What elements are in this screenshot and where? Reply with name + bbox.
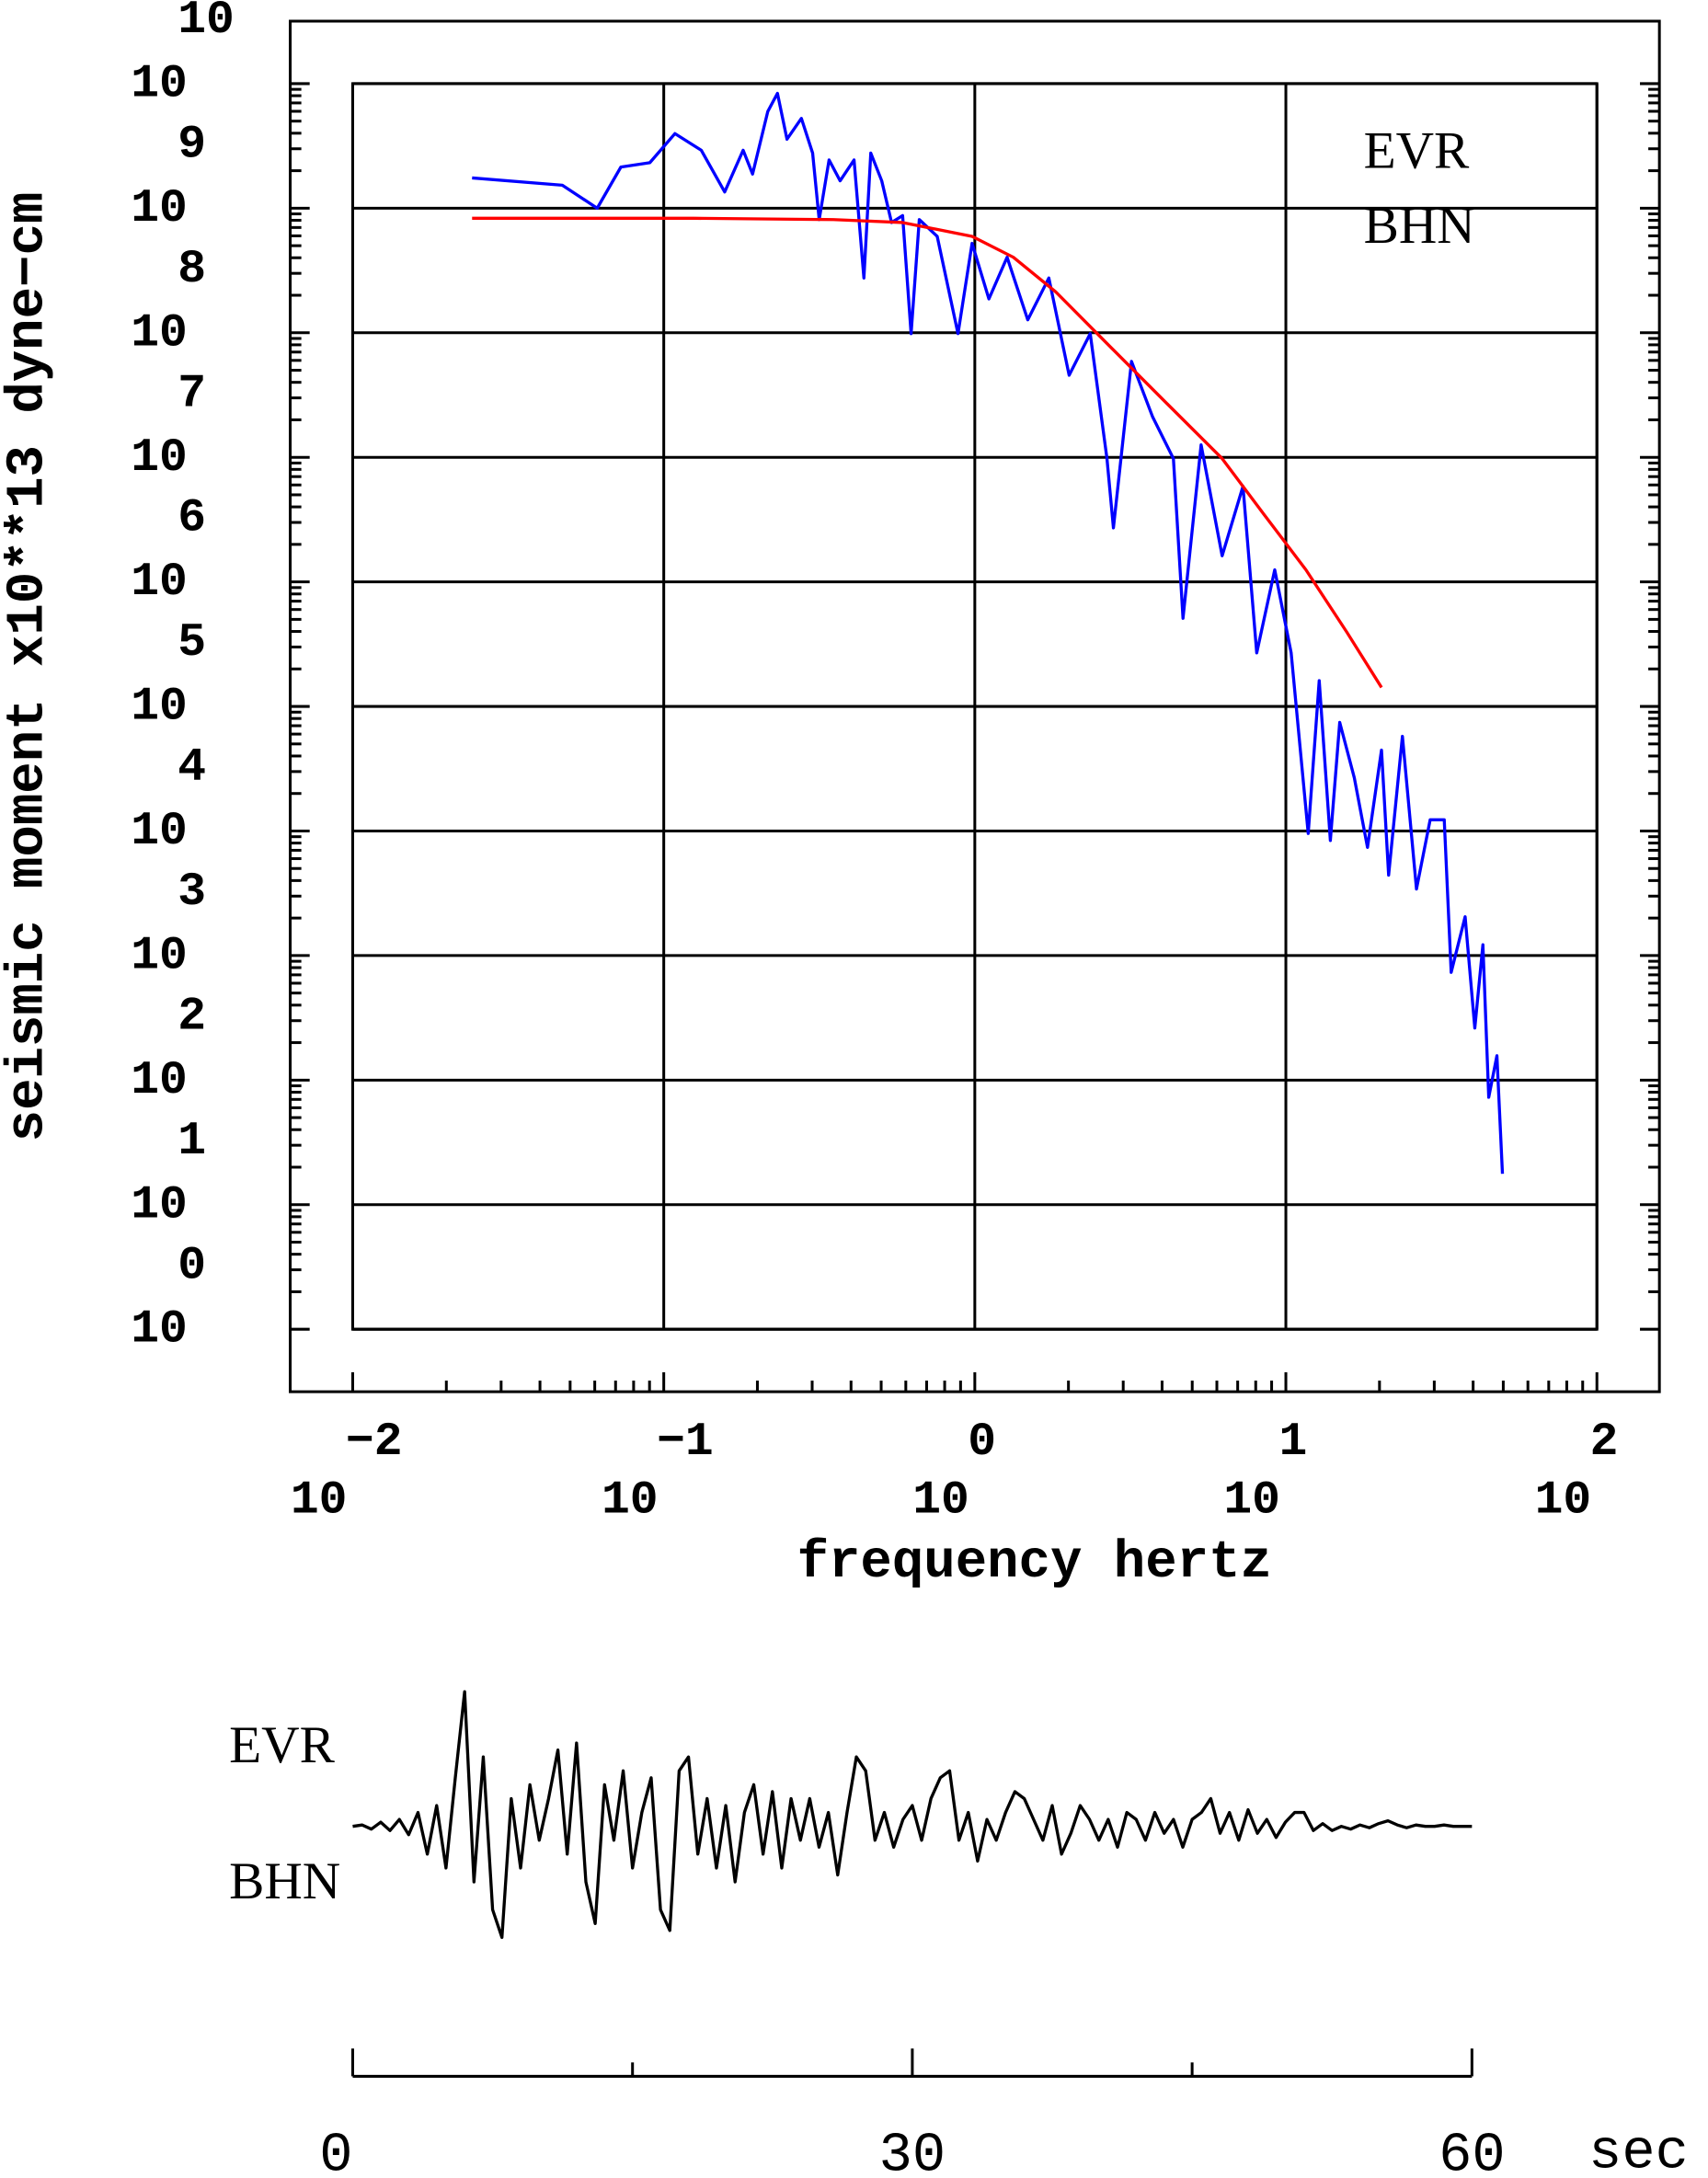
y-tick-exponent: 3	[178, 865, 206, 919]
y-tick-label: 10	[131, 556, 188, 609]
x-unit: sec	[1588, 2122, 1689, 2178]
annotation: EVR	[229, 1716, 335, 1774]
y-tick-label: 10	[131, 182, 188, 235]
y-axis-label: seismic moment x10**13 dyne−cm	[0, 192, 58, 1142]
y-tick-exponent: 2	[178, 990, 206, 1043]
x-tick-label: 10	[602, 1473, 659, 1527]
y-tick-exponent: 5	[178, 616, 206, 670]
y-tick-exponent: 0	[178, 1239, 206, 1292]
x-tick-exponent: −2	[346, 1416, 403, 1469]
y-tick-label: 10	[131, 57, 188, 110]
x-tick-label: 10	[1535, 1473, 1592, 1527]
x-tick-exponent: −1	[657, 1416, 714, 1469]
y-tick-exponent: 10	[178, 0, 235, 47]
y-tick-label: 10	[131, 1054, 188, 1107]
y-tick-exponent: 6	[178, 492, 206, 545]
x-tick-exponent: 1	[1278, 1416, 1307, 1469]
x-tick-label: 60	[1439, 2125, 1505, 2178]
x-tick-exponent: 2	[1590, 1416, 1619, 1469]
y-tick-label: 10	[131, 1178, 188, 1232]
y-tick-label: 10	[131, 805, 188, 858]
annotation: BHN	[229, 1852, 340, 1910]
annotation: EVR	[1364, 122, 1470, 180]
data-line	[472, 91, 1505, 1175]
x-tick-label: 10	[291, 1473, 348, 1527]
data-line	[472, 216, 1383, 689]
data-line	[352, 1690, 1473, 1940]
y-tick-label: 10	[131, 431, 188, 485]
y-tick-exponent: 1	[178, 1115, 206, 1168]
y-tick-label: 10	[131, 306, 188, 360]
x-tick-exponent: 0	[968, 1416, 996, 1469]
y-tick-label: 10	[131, 1303, 188, 1357]
x-tick-label: 10	[1223, 1473, 1280, 1527]
y-tick-label: 10	[131, 929, 188, 982]
x-tick-label: 10	[912, 1473, 969, 1527]
y-tick-exponent: 9	[178, 118, 206, 171]
y-tick-exponent: 8	[178, 243, 206, 296]
annotation: BHN	[1364, 197, 1475, 255]
y-tick-exponent: 4	[178, 741, 206, 795]
y-tick-exponent: 7	[178, 367, 206, 420]
y-tick-label: 10	[131, 681, 188, 734]
x-tick-label: 30	[879, 2125, 946, 2178]
x-axis-label: frequency hertz	[797, 1533, 1272, 1593]
x-tick-label: 0	[319, 2125, 352, 2178]
